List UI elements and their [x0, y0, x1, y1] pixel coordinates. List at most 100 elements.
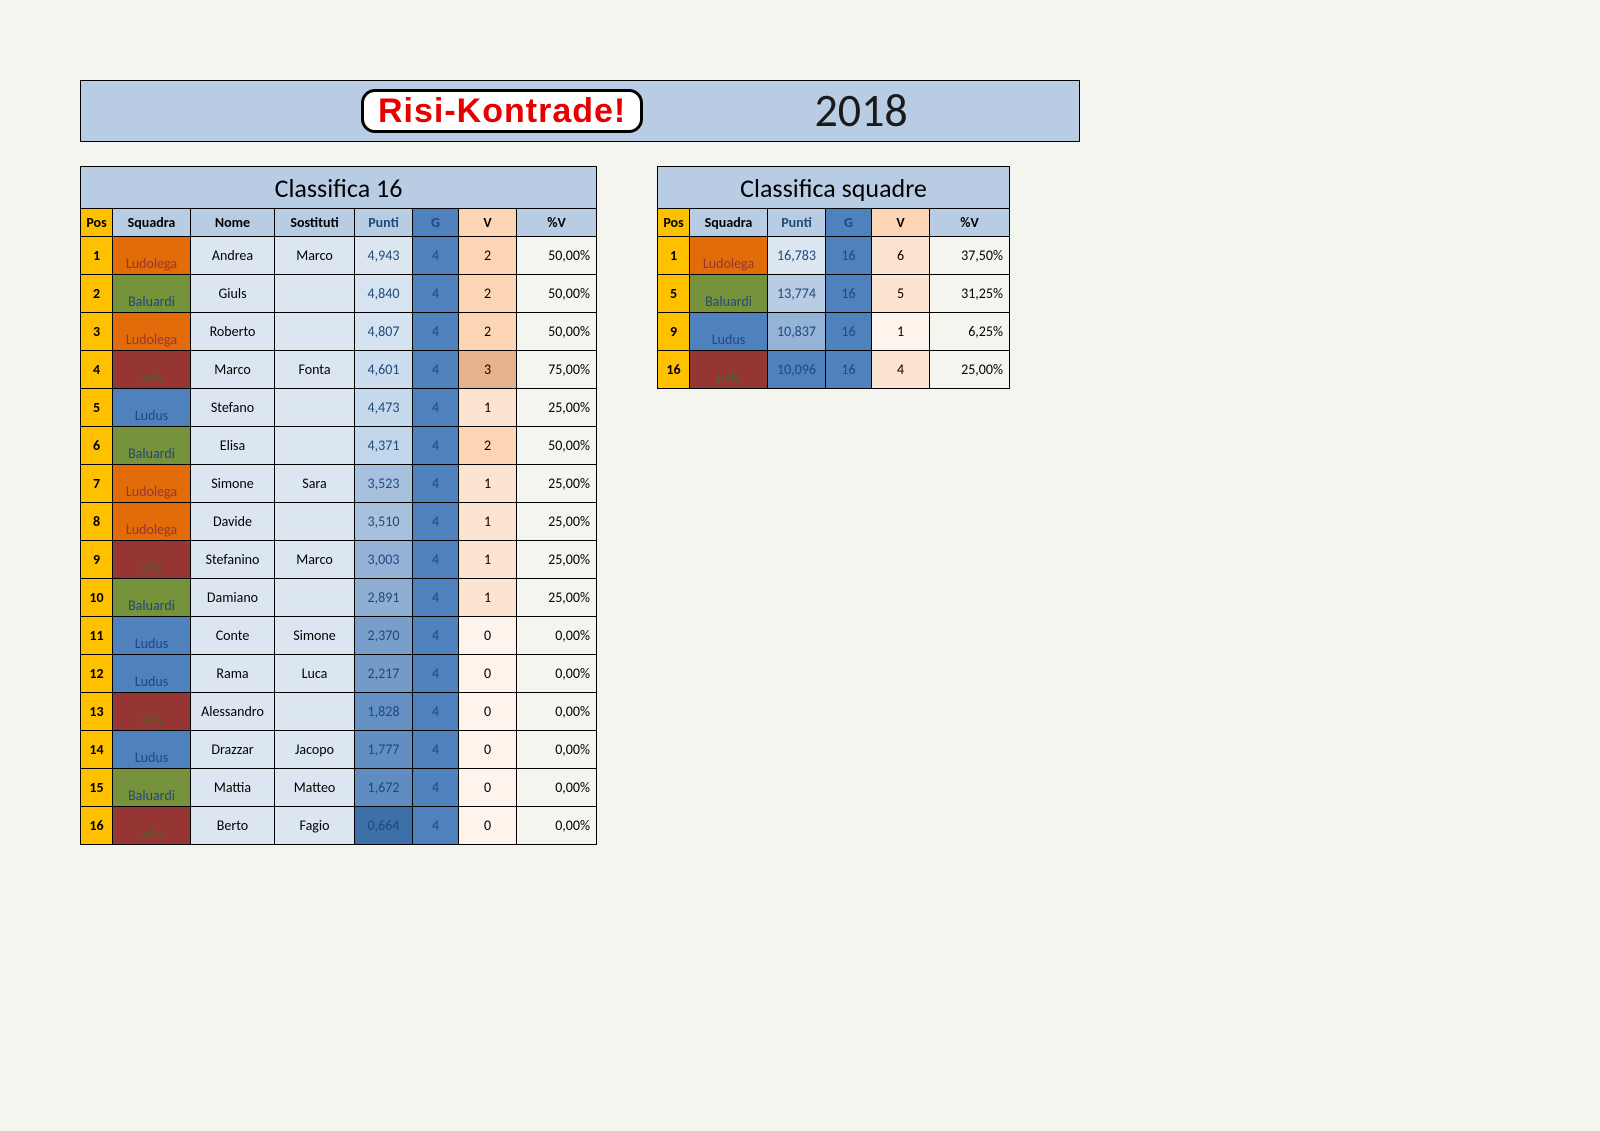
pos-cell: 1 [658, 237, 690, 275]
squad-cell: Ludus [113, 655, 191, 693]
v-cell: 1 [459, 503, 517, 541]
squad-cell: Baluardi [113, 769, 191, 807]
squad-cell: jolly [113, 693, 191, 731]
v-cell: 1 [459, 465, 517, 503]
g-cell: 4 [413, 693, 459, 731]
col-pos: Pos [658, 209, 690, 237]
table-row: 9jollyStefaninoMarco3,0034125,00% [81, 541, 597, 579]
pv-cell: 25,00% [517, 541, 597, 579]
teams-table-title: Classifica squadre [658, 167, 1010, 209]
year-label: 2018 [643, 83, 1079, 139]
pos-cell: 16 [658, 351, 690, 389]
squad-cell: Ludus [113, 617, 191, 655]
g-cell: 4 [413, 465, 459, 503]
pos-cell: 1 [81, 237, 113, 275]
squad-cell: Ludolega [113, 503, 191, 541]
sostituti-cell: Matteo [275, 769, 355, 807]
g-cell: 4 [413, 313, 459, 351]
pos-cell: 5 [81, 389, 113, 427]
pos-cell: 10 [81, 579, 113, 617]
pos-cell: 3 [81, 313, 113, 351]
punti-cell: 1,828 [355, 693, 413, 731]
table-row: 4jollyMarcoFonta4,6014375,00% [81, 351, 597, 389]
pv-cell: 50,00% [517, 313, 597, 351]
col-punti: Punti [355, 209, 413, 237]
punti-cell: 0,664 [355, 807, 413, 845]
pv-cell: 0,00% [517, 769, 597, 807]
col-v: V [872, 209, 930, 237]
g-cell: 4 [413, 655, 459, 693]
table-row: 13jollyAlessandro1,828400,00% [81, 693, 597, 731]
sostituti-cell: Fagio [275, 807, 355, 845]
squad-cell: Ludus [690, 313, 768, 351]
punti-cell: 4,601 [355, 351, 413, 389]
nome-cell: Giuls [191, 275, 275, 313]
squad-cell: jolly [113, 807, 191, 845]
table-row: 14LudusDrazzarJacopo1,777400,00% [81, 731, 597, 769]
col-sostituti: Sostituti [275, 209, 355, 237]
punti-cell: 1,777 [355, 731, 413, 769]
squad-cell: Ludolega [113, 465, 191, 503]
v-cell: 2 [459, 237, 517, 275]
pv-cell: 25,00% [930, 351, 1010, 389]
g-cell: 4 [413, 541, 459, 579]
v-cell: 1 [459, 579, 517, 617]
squad-cell: Ludus [113, 731, 191, 769]
table-row: 12LudusRamaLuca2,217400,00% [81, 655, 597, 693]
table-row: 11LudusConteSimone2,370400,00% [81, 617, 597, 655]
pos-cell: 5 [658, 275, 690, 313]
nome-cell: Drazzar [191, 731, 275, 769]
squad-cell: jolly [690, 351, 768, 389]
g-cell: 4 [413, 275, 459, 313]
pv-cell: 50,00% [517, 427, 597, 465]
sostituti-cell: Marco [275, 541, 355, 579]
punti-cell: 10,096 [768, 351, 826, 389]
g-cell: 4 [413, 617, 459, 655]
pos-cell: 11 [81, 617, 113, 655]
g-cell: 4 [413, 731, 459, 769]
table-row: 16jolly10,09616425,00% [658, 351, 1010, 389]
v-cell: 4 [872, 351, 930, 389]
nome-cell: Elisa [191, 427, 275, 465]
nome-cell: Rama [191, 655, 275, 693]
g-cell: 4 [413, 389, 459, 427]
sostituti-cell: Fonta [275, 351, 355, 389]
v-cell: 2 [459, 313, 517, 351]
players-table: Classifica 16 Pos Squadra Nome Sostituti… [80, 166, 597, 845]
nome-cell: Damiano [191, 579, 275, 617]
punti-cell: 4,807 [355, 313, 413, 351]
col-v: V [459, 209, 517, 237]
sostituti-cell [275, 389, 355, 427]
squad-cell: Baluardi [113, 427, 191, 465]
pv-cell: 0,00% [517, 731, 597, 769]
v-cell: 3 [459, 351, 517, 389]
sostituti-cell [275, 427, 355, 465]
nome-cell: Marco [191, 351, 275, 389]
squad-cell: jolly [113, 541, 191, 579]
squad-cell: jolly [113, 351, 191, 389]
punti-cell: 13,774 [768, 275, 826, 313]
punti-cell: 4,473 [355, 389, 413, 427]
nome-cell: Andrea [191, 237, 275, 275]
col-punti: Punti [768, 209, 826, 237]
sostituti-cell: Jacopo [275, 731, 355, 769]
table-row: 10BaluardiDamiano2,8914125,00% [81, 579, 597, 617]
g-cell: 4 [413, 237, 459, 275]
sostituti-cell: Simone [275, 617, 355, 655]
v-cell: 0 [459, 731, 517, 769]
table-row: 2BaluardiGiuls4,8404250,00% [81, 275, 597, 313]
nome-cell: Stefanino [191, 541, 275, 579]
sostituti-cell: Luca [275, 655, 355, 693]
pv-cell: 50,00% [517, 275, 597, 313]
g-cell: 4 [413, 503, 459, 541]
v-cell: 2 [459, 275, 517, 313]
g-cell: 4 [413, 351, 459, 389]
table-row: 8LudolegaDavide3,5104125,00% [81, 503, 597, 541]
players-header-row: Pos Squadra Nome Sostituti Punti G V %V [81, 209, 597, 237]
v-cell: 0 [459, 617, 517, 655]
players-table-title: Classifica 16 [81, 167, 597, 209]
nome-cell: Mattia [191, 769, 275, 807]
punti-cell: 3,003 [355, 541, 413, 579]
table-row: 7LudolegaSimoneSara3,5234125,00% [81, 465, 597, 503]
pv-cell: 25,00% [517, 579, 597, 617]
